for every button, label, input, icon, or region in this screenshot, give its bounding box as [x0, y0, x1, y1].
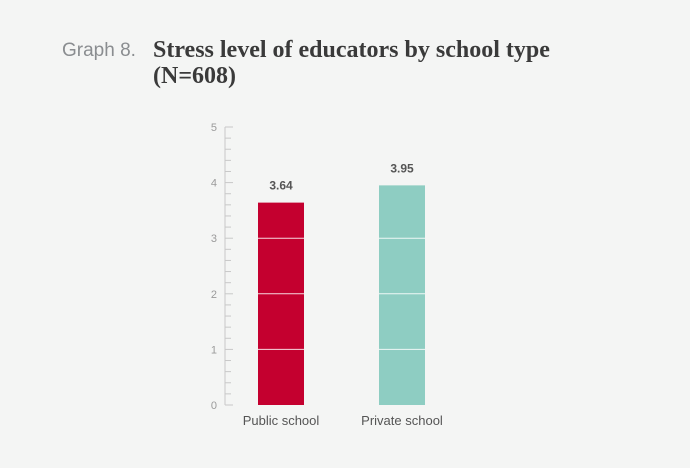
y-tick-label: 5 [211, 122, 217, 134]
labels: 3.64 Public school 3.95 Private school [243, 161, 443, 428]
chart-title: Stress level of educators by school type… [153, 37, 653, 89]
bars [258, 185, 425, 405]
y-axis: 0 1 2 3 4 5 [211, 122, 233, 412]
x-category-label: Public school [243, 413, 320, 428]
y-tick-label: 1 [211, 344, 217, 356]
bar [379, 185, 425, 405]
y-tick-label: 0 [211, 400, 217, 412]
y-tick-label: 4 [211, 178, 217, 190]
chart-title-line2: (N=608) [153, 63, 236, 89]
bar-value-label: 3.95 [390, 161, 414, 175]
x-category-label: Private school [361, 413, 443, 428]
y-tick-label: 2 [211, 289, 217, 301]
graph-number-label: Graph 8. [62, 40, 136, 61]
bar-value-label: 3.64 [269, 179, 293, 193]
chart-title-line1: Stress level of educators by school type [153, 37, 550, 63]
y-tick-label: 3 [211, 233, 217, 245]
bar [258, 202, 304, 405]
